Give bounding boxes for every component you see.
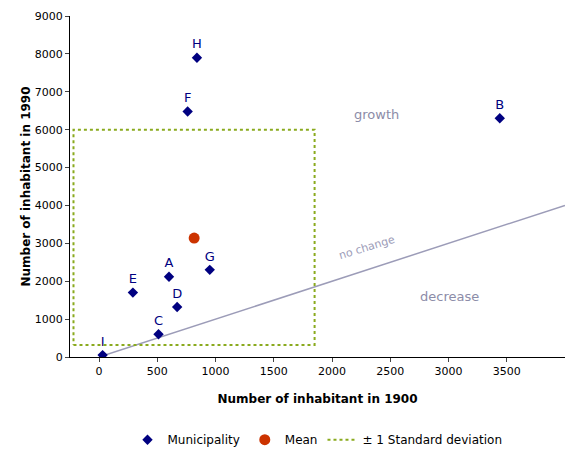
- svg-text:Number of inhabitant in 1990: Number of inhabitant in 1990: [19, 86, 33, 286]
- svg-text:1000: 1000: [202, 365, 230, 378]
- svg-text:3000: 3000: [35, 237, 63, 250]
- svg-text:7000: 7000: [35, 86, 63, 99]
- svg-text:6000: 6000: [35, 124, 63, 137]
- svg-text:E: E: [129, 271, 137, 286]
- svg-text:1500: 1500: [260, 365, 288, 378]
- svg-text:5000: 5000: [35, 161, 63, 174]
- svg-text:4000: 4000: [35, 199, 63, 212]
- svg-text:Mean: Mean: [285, 433, 318, 447]
- svg-text:H: H: [192, 36, 202, 51]
- svg-text:decrease: decrease: [420, 289, 479, 304]
- svg-text:2500: 2500: [376, 365, 404, 378]
- svg-text:3500: 3500: [493, 365, 521, 378]
- svg-text:Municipality: Municipality: [168, 433, 240, 447]
- svg-text:growth: growth: [354, 107, 399, 122]
- svg-text:2000: 2000: [35, 275, 63, 288]
- svg-text:9000: 9000: [35, 10, 63, 23]
- svg-text:0: 0: [56, 351, 63, 364]
- svg-text:500: 500: [147, 365, 168, 378]
- svg-text:0: 0: [96, 365, 103, 378]
- svg-text:G: G: [205, 249, 215, 264]
- svg-text:2000: 2000: [318, 365, 346, 378]
- svg-text:no change: no change: [337, 233, 396, 262]
- svg-text:I: I: [101, 334, 105, 349]
- svg-text:D: D: [172, 286, 182, 301]
- svg-text:8000: 8000: [35, 48, 63, 61]
- svg-text:Number of inhabitant in 1900: Number of inhabitant in 1900: [217, 392, 417, 406]
- svg-text:± 1 Standard deviation: ± 1 Standard deviation: [362, 433, 502, 447]
- svg-text:B: B: [495, 97, 504, 112]
- svg-text:C: C: [154, 313, 163, 328]
- svg-text:A: A: [165, 255, 174, 270]
- svg-text:F: F: [184, 90, 191, 105]
- svg-text:3000: 3000: [435, 365, 463, 378]
- svg-text:1000: 1000: [35, 313, 63, 326]
